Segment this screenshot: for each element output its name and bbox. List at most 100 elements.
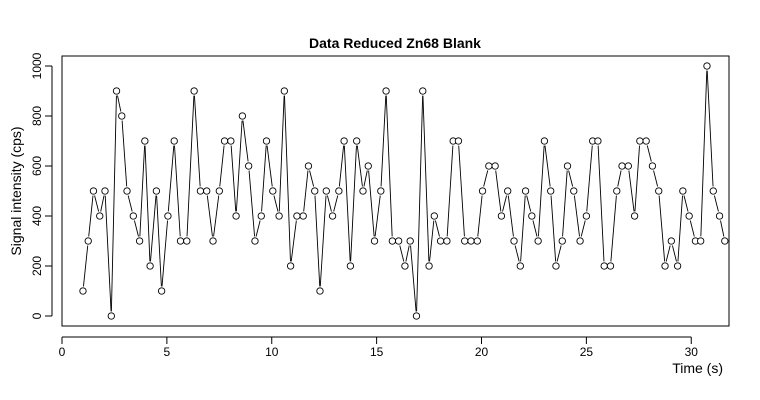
data-point: [709, 187, 717, 195]
data-point: [528, 212, 536, 220]
data-point: [467, 237, 475, 245]
series-line-segment: [273, 195, 279, 212]
series-line-segment: [720, 220, 725, 237]
series-line-segment: [303, 170, 309, 212]
series-line-segment: [255, 220, 261, 237]
series-line-segment: [100, 195, 105, 212]
data-point: [655, 187, 663, 195]
data-point: [576, 237, 584, 245]
y-tick-label: 0: [30, 312, 44, 319]
series-line-segment: [634, 145, 640, 212]
series-line-segment: [677, 195, 683, 262]
data-point: [703, 62, 711, 70]
data-point: [118, 112, 126, 120]
data-point: [164, 212, 172, 220]
data-point: [238, 112, 247, 120]
data-point: [521, 187, 530, 195]
y-tick-label: 200: [30, 256, 44, 276]
x-tick-label: 30: [685, 345, 699, 359]
series-layer: [79, 62, 729, 320]
series-line-segment: [544, 145, 551, 187]
data-point: [648, 162, 657, 170]
series-line-segment: [261, 145, 267, 212]
data-point: [534, 237, 542, 245]
series-line-segment: [556, 245, 562, 262]
data-point: [209, 237, 217, 245]
data-point: [430, 212, 438, 220]
series-line-segment: [689, 220, 695, 237]
data-point: [606, 262, 615, 270]
data-point: [135, 237, 144, 245]
series-line-segment: [219, 145, 225, 187]
data-point: [146, 262, 154, 270]
series-line-segment: [526, 195, 532, 212]
series-line-segment: [319, 195, 327, 287]
data-point: [382, 87, 390, 95]
x-axis: 0 5 10 15 20 25 30: [59, 336, 699, 359]
data-point: [262, 137, 271, 145]
series-line-segment: [333, 195, 339, 212]
data-point: [697, 237, 705, 245]
data-point: [79, 287, 87, 295]
series-line-segment: [700, 70, 708, 237]
series-line-segment: [520, 195, 526, 262]
data-point: [412, 312, 421, 320]
series-line-segment: [150, 195, 157, 262]
data-point: [461, 237, 469, 245]
data-point: [190, 87, 198, 95]
y-tick-label: 400: [30, 206, 44, 226]
series-line-segment: [537, 145, 545, 237]
data-point: [491, 162, 499, 170]
data-point: [353, 137, 361, 145]
series-line-segment: [278, 95, 285, 212]
data-point: [215, 187, 223, 195]
data-point: [123, 187, 131, 195]
series-line-segment: [713, 195, 719, 212]
series-line-segment: [380, 95, 387, 187]
data-point: [478, 187, 487, 195]
data-point: [203, 187, 211, 195]
data-point: [293, 212, 301, 220]
data-point: [582, 212, 591, 220]
series-line-segment: [186, 95, 195, 237]
data-point: [107, 312, 115, 320]
series-line-segment: [144, 145, 151, 262]
data-point: [667, 237, 675, 245]
data-point: [401, 262, 409, 270]
series-line-segment: [350, 145, 357, 262]
data-point: [613, 187, 621, 195]
x-tick-label: 15: [370, 345, 384, 359]
data-point: [510, 237, 518, 245]
series-line-segment: [363, 170, 368, 187]
data-point: [84, 237, 92, 245]
data-point: [176, 237, 185, 245]
series-line-segment: [290, 220, 297, 262]
series-line-segment: [568, 170, 574, 187]
series-line-segment: [507, 195, 514, 237]
series-line-segment: [117, 95, 122, 112]
x-tick-label: 10: [265, 345, 279, 359]
data-point: [220, 137, 229, 145]
series-line-segment: [83, 245, 89, 287]
data-point: [196, 187, 205, 195]
data-point: [558, 237, 566, 245]
data-point: [183, 237, 191, 245]
data-point: [406, 237, 414, 245]
data-point: [328, 212, 337, 220]
series-line-segment: [597, 145, 605, 262]
data-point: [497, 212, 506, 220]
series-line-segment: [309, 170, 315, 187]
data-point: [600, 262, 608, 270]
series-line-segment: [653, 170, 659, 187]
data-point: [630, 212, 639, 220]
series-line-segment: [134, 220, 139, 237]
x-tick-label: 0: [59, 345, 66, 359]
series-line-segment: [385, 95, 393, 237]
y-tick-label: 1000: [30, 52, 44, 79]
series-line-segment: [248, 170, 256, 237]
series-line-segment: [94, 195, 100, 212]
series-line-segment: [193, 95, 201, 187]
x-tick-label: 5: [164, 345, 171, 359]
series-line-segment: [446, 145, 454, 237]
